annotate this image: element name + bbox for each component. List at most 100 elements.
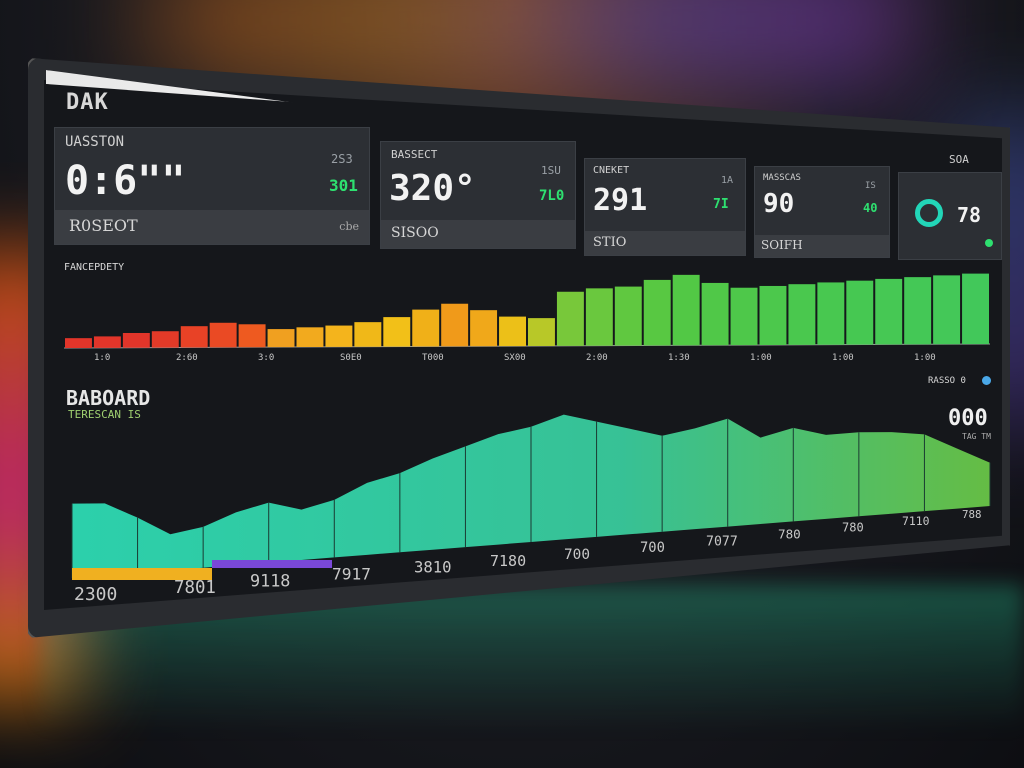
status-dot-icon	[985, 239, 993, 247]
kpi-label: BASSECT	[391, 148, 438, 161]
kpi-accent: 7I	[713, 197, 729, 212]
kpi-footer-meta: cbe	[339, 220, 359, 233]
kpi-card-5[interactable]: 78 SOA	[898, 153, 1002, 260]
bar[interactable]	[412, 309, 440, 347]
bar[interactable]	[585, 288, 613, 346]
bar[interactable]	[499, 316, 526, 347]
area-base-band-2	[212, 560, 332, 568]
bar[interactable]	[93, 336, 121, 348]
kpi-card-2[interactable]: BASSECT 320° 1SU 7L0 SISOO	[380, 141, 576, 249]
x-tick-label: 1:00	[914, 353, 936, 363]
bar[interactable]	[875, 278, 903, 345]
x-tick-label: 1:00	[832, 353, 854, 363]
bar[interactable]	[904, 277, 932, 345]
kpi-footer-label: STIO	[593, 235, 627, 250]
bar[interactable]	[238, 324, 266, 348]
bar[interactable]	[846, 280, 874, 345]
kpi-footer-label: R0SEOT	[69, 216, 138, 235]
kpi-meta: 2S3	[331, 152, 353, 166]
app-title: DAK	[66, 90, 109, 115]
kpi-accent: 301	[329, 176, 358, 195]
bar[interactable]	[788, 284, 816, 345]
bottom-panel-right-value: 000	[948, 406, 988, 431]
bar[interactable]	[267, 329, 295, 348]
x-tick-label: 7801	[174, 578, 216, 598]
kpi-accent: 40	[863, 201, 878, 215]
x-tick-label: SX00	[504, 353, 526, 363]
kpi-meta: 1A	[721, 175, 734, 186]
x-tick-label: S0E0	[340, 353, 362, 363]
top-chart-title: FANCEPDETY	[64, 262, 125, 273]
kpi-footer-label: SISOO	[391, 225, 439, 241]
bar[interactable]	[209, 322, 237, 348]
bottom-area-chart: 2300 7801 9118 7917 3810 7180 700 700 7077 780 780…	[71, 414, 991, 605]
bar[interactable]	[528, 318, 555, 346]
bottom-panel-title: BABOARD	[66, 386, 151, 410]
x-tick-label: 780	[842, 521, 864, 535]
kpi-value: 291	[593, 183, 648, 218]
bar[interactable]	[296, 327, 324, 347]
top-bar-chart: 1:0 2:60 3:0 S0E0 T000 SX00 2:00 1:30 1:00 1:00 1:…	[63, 273, 991, 363]
kpi-value: 320°	[389, 168, 476, 209]
x-tick-label: 780	[778, 527, 801, 542]
kpi-footer: R0SEOT cbe	[55, 210, 369, 244]
kpi-card-4[interactable]: MASSCAS 90 IS 40 SOIFH	[754, 166, 890, 258]
x-tick-label: 1:00	[750, 353, 772, 363]
bar[interactable]	[759, 285, 787, 345]
bar[interactable]	[383, 317, 411, 347]
x-tick-label: 1:0	[94, 353, 110, 363]
bar[interactable]	[441, 303, 469, 347]
status-ring-icon	[915, 199, 943, 227]
x-tick-label: 2300	[74, 584, 117, 605]
kpi-meta: IS	[865, 181, 876, 191]
bottom-chart-panel: BABOARD TERESCAN IS RASSO 0 000 TAG TM 2…	[52, 376, 1000, 618]
x-tick-label: 1:30	[668, 353, 690, 363]
bar[interactable]	[701, 282, 729, 346]
x-tick-label: 2:00	[586, 353, 608, 363]
kpi-label: UASSTON	[65, 134, 125, 150]
bar[interactable]	[730, 287, 758, 346]
info-icon[interactable]	[982, 376, 991, 385]
kpi-value: 0:6""	[65, 158, 186, 204]
kpi-meta: 1SU	[541, 164, 561, 177]
x-tick-label: 788	[962, 508, 982, 521]
kpi-card-1[interactable]: UASSTON 0:6"" 2S3 301 R0SEOT cbe	[54, 127, 370, 245]
bottom-panel-right-sub: TAG TM	[962, 432, 991, 441]
x-tick-label: 3:0	[258, 353, 274, 363]
kpi-footer: STIO	[585, 231, 745, 255]
bar[interactable]	[65, 338, 92, 348]
kpi-label: MASSCAS	[763, 173, 801, 183]
kpi-value: 90	[763, 189, 795, 219]
bar[interactable]	[122, 332, 150, 348]
bar[interactable]	[180, 326, 208, 348]
kpi-label: CNEKET	[593, 165, 630, 176]
x-tick-label: 7917	[332, 565, 371, 584]
bar[interactable]	[614, 286, 642, 346]
bar[interactable]	[933, 275, 961, 345]
x-tick-label: 700	[640, 540, 665, 556]
kpi-footer-label: SOIFH	[761, 238, 803, 252]
x-tick-label: 3810	[414, 559, 452, 577]
bar[interactable]	[354, 322, 382, 347]
kpi-footer: SOIFH	[755, 235, 889, 257]
kpi-card-3[interactable]: CNEKET 291 1A 7I STIO	[584, 158, 746, 256]
kpi-value: 78	[957, 203, 982, 227]
bar[interactable]	[151, 331, 179, 348]
bar[interactable]	[817, 282, 845, 345]
kpi-accent: 7L0	[539, 188, 565, 204]
bar[interactable]	[556, 291, 584, 346]
bar[interactable]	[325, 325, 353, 347]
bottom-panel-subtitle: TERESCAN IS	[68, 408, 141, 421]
x-tick-label: 7110	[902, 514, 930, 528]
bar[interactable]	[470, 310, 498, 347]
bar[interactable]	[643, 279, 671, 346]
x-tick-label: 7180	[490, 552, 526, 570]
area-base-band	[72, 568, 212, 580]
bar[interactable]	[672, 274, 700, 346]
x-tick-label: 700	[564, 547, 590, 563]
x-tick-label: T000	[422, 353, 444, 363]
kpi-footer: SISOO	[381, 220, 575, 248]
x-tick-label: 2:60	[176, 353, 198, 363]
bar[interactable]	[962, 273, 989, 345]
bottom-panel-right-label: RASSO 0	[928, 376, 966, 386]
